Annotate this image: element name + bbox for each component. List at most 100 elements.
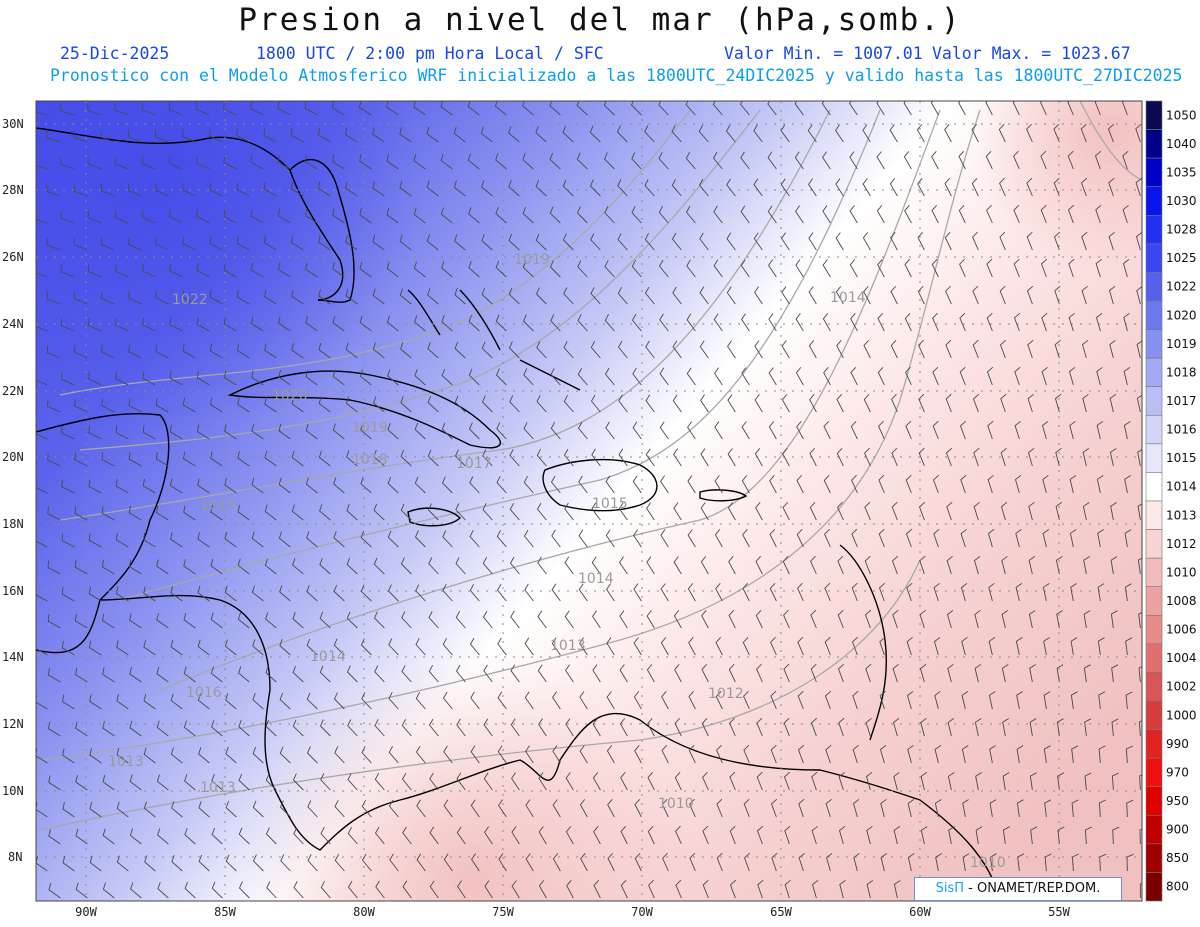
wind-barb [739, 101, 750, 116]
colorbar-label: 1050 [1166, 108, 1197, 122]
wind-barb [889, 178, 898, 197]
wind-barb [836, 447, 844, 467]
wind-barb [811, 771, 818, 791]
wind-barb [822, 151, 831, 170]
wind-barb [796, 421, 804, 440]
wind-barb [224, 424, 237, 440]
wind-barb [782, 448, 790, 467]
wind-barb [522, 153, 534, 170]
wind-barb [808, 286, 817, 305]
wind-barb [877, 312, 885, 332]
wind-barb [633, 637, 642, 656]
wind-barb [1054, 285, 1061, 305]
wind-barb [645, 394, 655, 413]
wind-barb [319, 558, 331, 575]
wind-barb [795, 259, 804, 278]
wind-barb [960, 582, 968, 602]
wind-barb [373, 557, 385, 575]
wind-barb [1013, 204, 1020, 224]
wind-barb [672, 394, 682, 413]
wind-barb [796, 474, 804, 494]
wind-barb [1108, 177, 1115, 197]
wind-barb [237, 612, 250, 629]
wind-barb [483, 664, 493, 683]
wind-barb [334, 800, 345, 818]
wind-barb [224, 531, 237, 548]
wind-barb [171, 801, 183, 818]
wind-barb [170, 478, 183, 494]
wind-barb [102, 613, 115, 629]
wind-barb [156, 666, 169, 683]
wind-barb [933, 582, 940, 602]
wind-barb [62, 855, 75, 872]
wind-barb [660, 637, 669, 656]
isobar-label: 1019 [514, 252, 550, 268]
wind-barb [442, 530, 453, 548]
wind-barb [821, 101, 831, 116]
wind-barb [619, 610, 628, 629]
wind-barb [441, 368, 453, 386]
hispaniola [542, 458, 658, 512]
wind-barb [645, 448, 655, 467]
wind-barb [824, 636, 831, 656]
wind-barb [1070, 637, 1078, 656]
wind-barb [592, 772, 601, 791]
colorbar-label: 1040 [1166, 137, 1197, 151]
wind-barb [944, 124, 952, 143]
wind-barb [101, 345, 115, 359]
wind-barb [659, 313, 669, 332]
wind-barb [1123, 421, 1131, 440]
colorbar-swatch [1145, 414, 1163, 445]
wind-barb [1002, 772, 1010, 791]
wind-barb [401, 772, 412, 791]
wind-barb [538, 772, 547, 791]
lat-tick-label: 28N [2, 183, 24, 197]
wind-barb [987, 420, 994, 440]
wind-barb [671, 232, 682, 251]
wind-barb [129, 613, 142, 629]
wind-barb [115, 479, 129, 494]
wind-barb [687, 475, 696, 494]
wind-barb [756, 825, 764, 845]
wind-barb [128, 398, 142, 413]
wind-barb [535, 287, 547, 305]
wind-barb [1067, 150, 1074, 170]
wind-barb [783, 663, 790, 683]
wind-barb [577, 367, 588, 386]
wind-barb [470, 691, 480, 710]
wind-barb [729, 717, 736, 737]
wind-barb [958, 101, 966, 116]
wind-barb [334, 853, 345, 872]
wind-barb [865, 717, 872, 737]
wind-barb [196, 209, 210, 224]
wind-barb [852, 798, 860, 818]
coastlines [36, 127, 1001, 901]
wind-barb [808, 178, 817, 197]
wind-barb [685, 101, 696, 116]
wind-barb [631, 313, 642, 332]
wind-barb [863, 286, 871, 305]
wind-barb [838, 717, 845, 737]
wind-barb [469, 583, 480, 602]
wind-barb [484, 880, 493, 899]
isobar-label: 1022 [172, 292, 208, 308]
wind-barb [102, 828, 115, 845]
wind-barb [740, 151, 750, 170]
wind-barb [989, 745, 996, 764]
wind-barb [333, 584, 345, 602]
wind-barb [616, 125, 628, 143]
wind-barb [453, 126, 466, 143]
wind-barb [209, 343, 223, 359]
wind-barb [388, 638, 399, 656]
wind-barb [143, 693, 156, 710]
wind-barb [947, 718, 955, 737]
isobar-label: 1010 [970, 855, 1006, 871]
wind-barb [1125, 637, 1133, 656]
wind-barb [510, 664, 520, 683]
wind-barb [100, 184, 115, 197]
wind-barb [780, 124, 790, 143]
wind-barb [1123, 312, 1130, 332]
wind-barb [634, 745, 642, 764]
wind-barb [442, 637, 453, 656]
wind-barb [426, 234, 439, 251]
